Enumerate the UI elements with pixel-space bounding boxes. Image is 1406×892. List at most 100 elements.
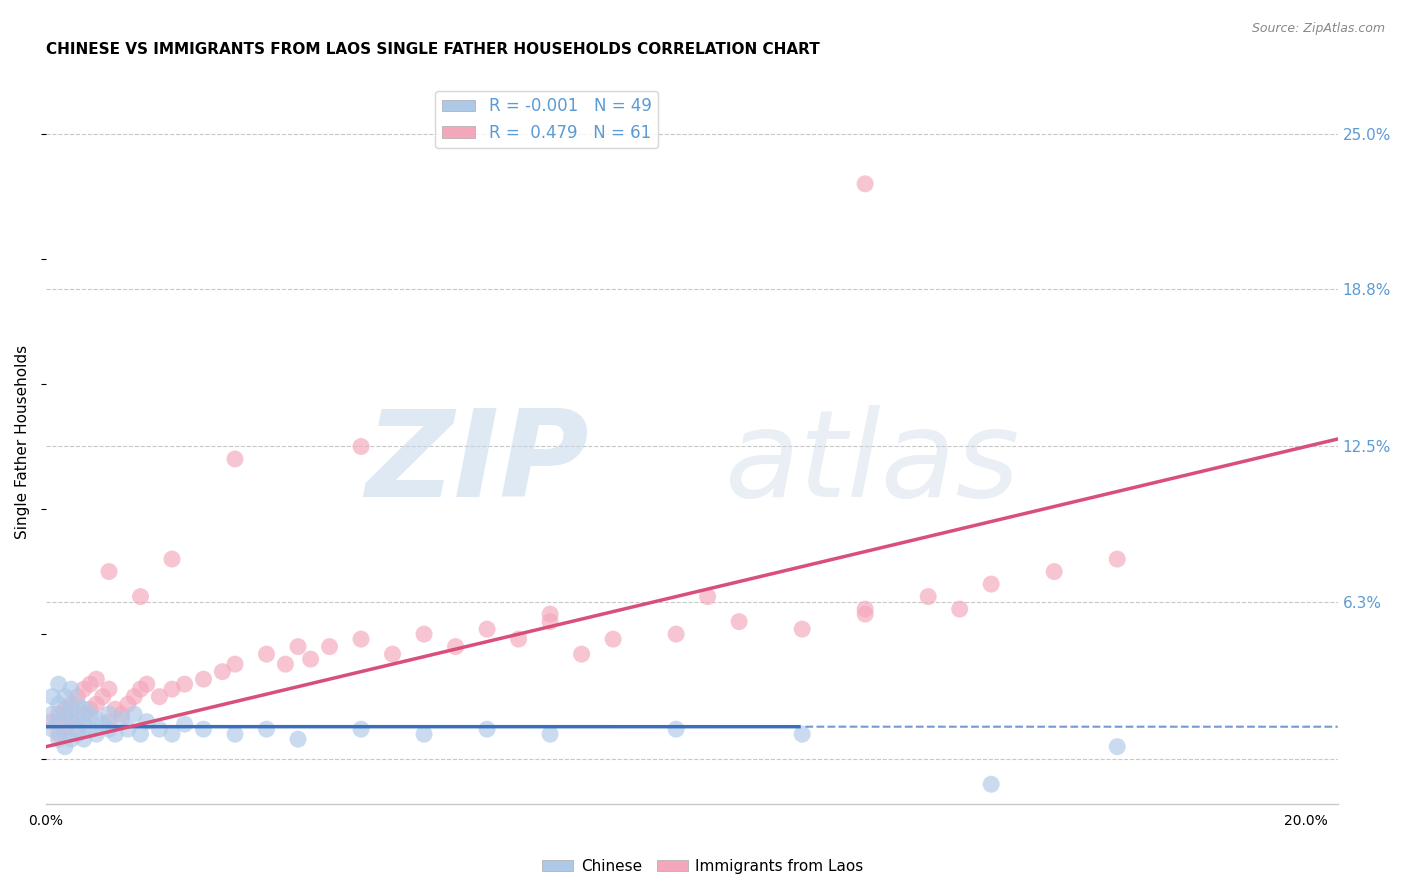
- Point: [86, 697, 108, 711]
- Point: [60, 714, 83, 729]
- Point: [413, 727, 436, 741]
- Point: [980, 577, 1002, 591]
- Point: [475, 722, 498, 736]
- Point: [79, 702, 101, 716]
- Text: ZIP: ZIP: [364, 405, 589, 522]
- Legend: R = -0.001   N = 49, R =  0.479   N = 61: R = -0.001 N = 49, R = 0.479 N = 61: [436, 91, 658, 148]
- Point: [853, 607, 876, 621]
- Point: [135, 677, 157, 691]
- Point: [73, 707, 96, 722]
- Point: [60, 702, 83, 716]
- Point: [728, 615, 751, 629]
- Point: [792, 622, 814, 636]
- Point: [148, 722, 170, 736]
- Point: [60, 682, 83, 697]
- Point: [53, 690, 76, 704]
- Point: [173, 717, 195, 731]
- Point: [256, 722, 278, 736]
- Point: [73, 717, 96, 731]
- Point: [980, 777, 1002, 791]
- Point: [122, 690, 145, 704]
- Point: [129, 590, 152, 604]
- Point: [413, 627, 436, 641]
- Point: [41, 690, 63, 704]
- Point: [917, 590, 939, 604]
- Point: [475, 622, 498, 636]
- Text: CHINESE VS IMMIGRANTS FROM LAOS SINGLE FATHER HOUSEHOLDS CORRELATION CHART: CHINESE VS IMMIGRANTS FROM LAOS SINGLE F…: [46, 42, 820, 57]
- Point: [949, 602, 972, 616]
- Point: [853, 177, 876, 191]
- Point: [602, 632, 624, 646]
- Point: [193, 672, 215, 686]
- Point: [160, 682, 183, 697]
- Point: [318, 640, 340, 654]
- Point: [792, 727, 814, 741]
- Point: [224, 727, 246, 741]
- Point: [665, 627, 688, 641]
- Point: [135, 714, 157, 729]
- Point: [350, 722, 373, 736]
- Point: [73, 732, 96, 747]
- Point: [696, 590, 718, 604]
- Point: [53, 702, 76, 716]
- Point: [571, 647, 593, 661]
- Point: [299, 652, 322, 666]
- Point: [224, 657, 246, 672]
- Point: [104, 727, 127, 741]
- Point: [110, 712, 132, 726]
- Point: [117, 697, 139, 711]
- Text: atlas: atlas: [725, 405, 1021, 522]
- Point: [129, 727, 152, 741]
- Point: [211, 665, 233, 679]
- Point: [48, 732, 70, 747]
- Point: [79, 677, 101, 691]
- Point: [98, 707, 121, 722]
- Point: [160, 727, 183, 741]
- Text: Source: ZipAtlas.com: Source: ZipAtlas.com: [1251, 22, 1385, 36]
- Point: [853, 602, 876, 616]
- Point: [98, 722, 121, 736]
- Point: [60, 732, 83, 747]
- Point: [444, 640, 467, 654]
- Point: [193, 722, 215, 736]
- Point: [110, 707, 132, 722]
- Point: [91, 717, 114, 731]
- Point: [86, 672, 108, 686]
- Point: [122, 707, 145, 722]
- Point: [381, 647, 404, 661]
- Point: [274, 657, 297, 672]
- Point: [79, 722, 101, 736]
- Point: [538, 727, 561, 741]
- Point: [256, 647, 278, 661]
- Point: [98, 714, 121, 729]
- Point: [350, 632, 373, 646]
- Point: [91, 690, 114, 704]
- Point: [117, 722, 139, 736]
- Point: [53, 707, 76, 722]
- Point: [287, 732, 309, 747]
- Point: [129, 682, 152, 697]
- Point: [86, 712, 108, 726]
- Point: [48, 714, 70, 729]
- Y-axis label: Single Father Households: Single Father Households: [15, 344, 30, 539]
- Point: [73, 702, 96, 716]
- Point: [1107, 552, 1129, 566]
- Point: [73, 682, 96, 697]
- Point: [148, 690, 170, 704]
- Point: [104, 702, 127, 716]
- Point: [48, 707, 70, 722]
- Point: [60, 697, 83, 711]
- Point: [98, 565, 121, 579]
- Point: [66, 697, 89, 711]
- Point: [1107, 739, 1129, 754]
- Point: [160, 552, 183, 566]
- Point: [350, 440, 373, 454]
- Point: [98, 682, 121, 697]
- Point: [66, 722, 89, 736]
- Point: [53, 739, 76, 754]
- Point: [48, 697, 70, 711]
- Legend: Chinese, Immigrants from Laos: Chinese, Immigrants from Laos: [536, 853, 870, 880]
- Point: [508, 632, 530, 646]
- Point: [79, 707, 101, 722]
- Point: [66, 712, 89, 726]
